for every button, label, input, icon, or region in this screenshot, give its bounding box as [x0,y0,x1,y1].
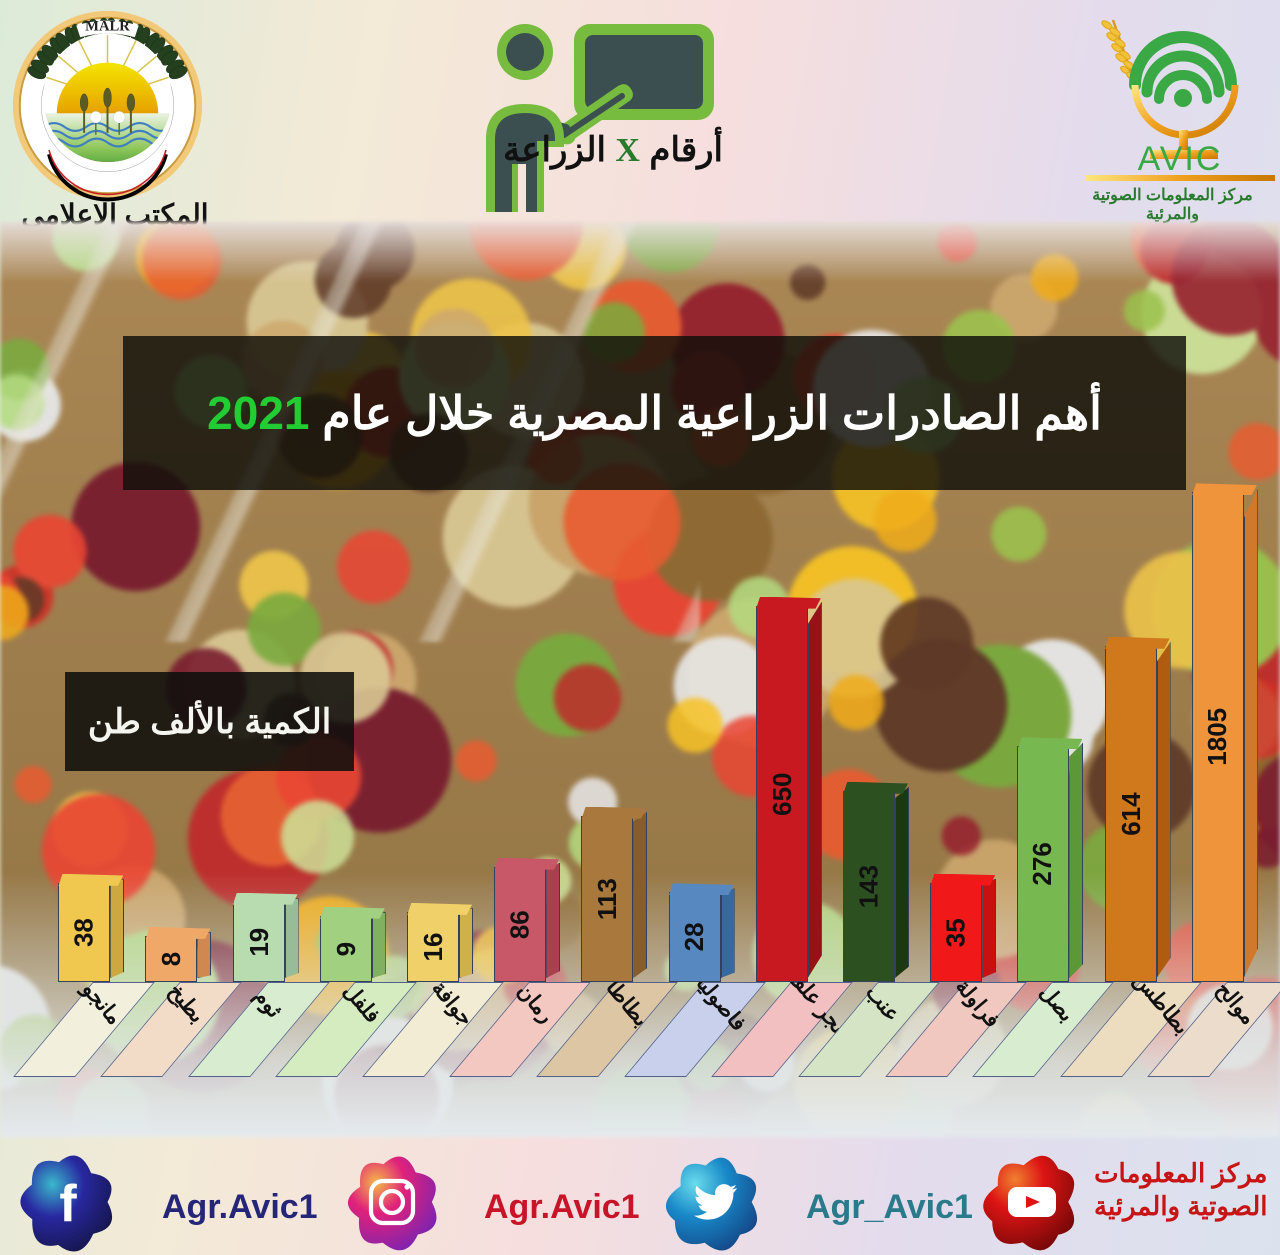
svg-text:f: f [59,1175,77,1233]
svg-text:MALR: MALR [85,18,130,34]
